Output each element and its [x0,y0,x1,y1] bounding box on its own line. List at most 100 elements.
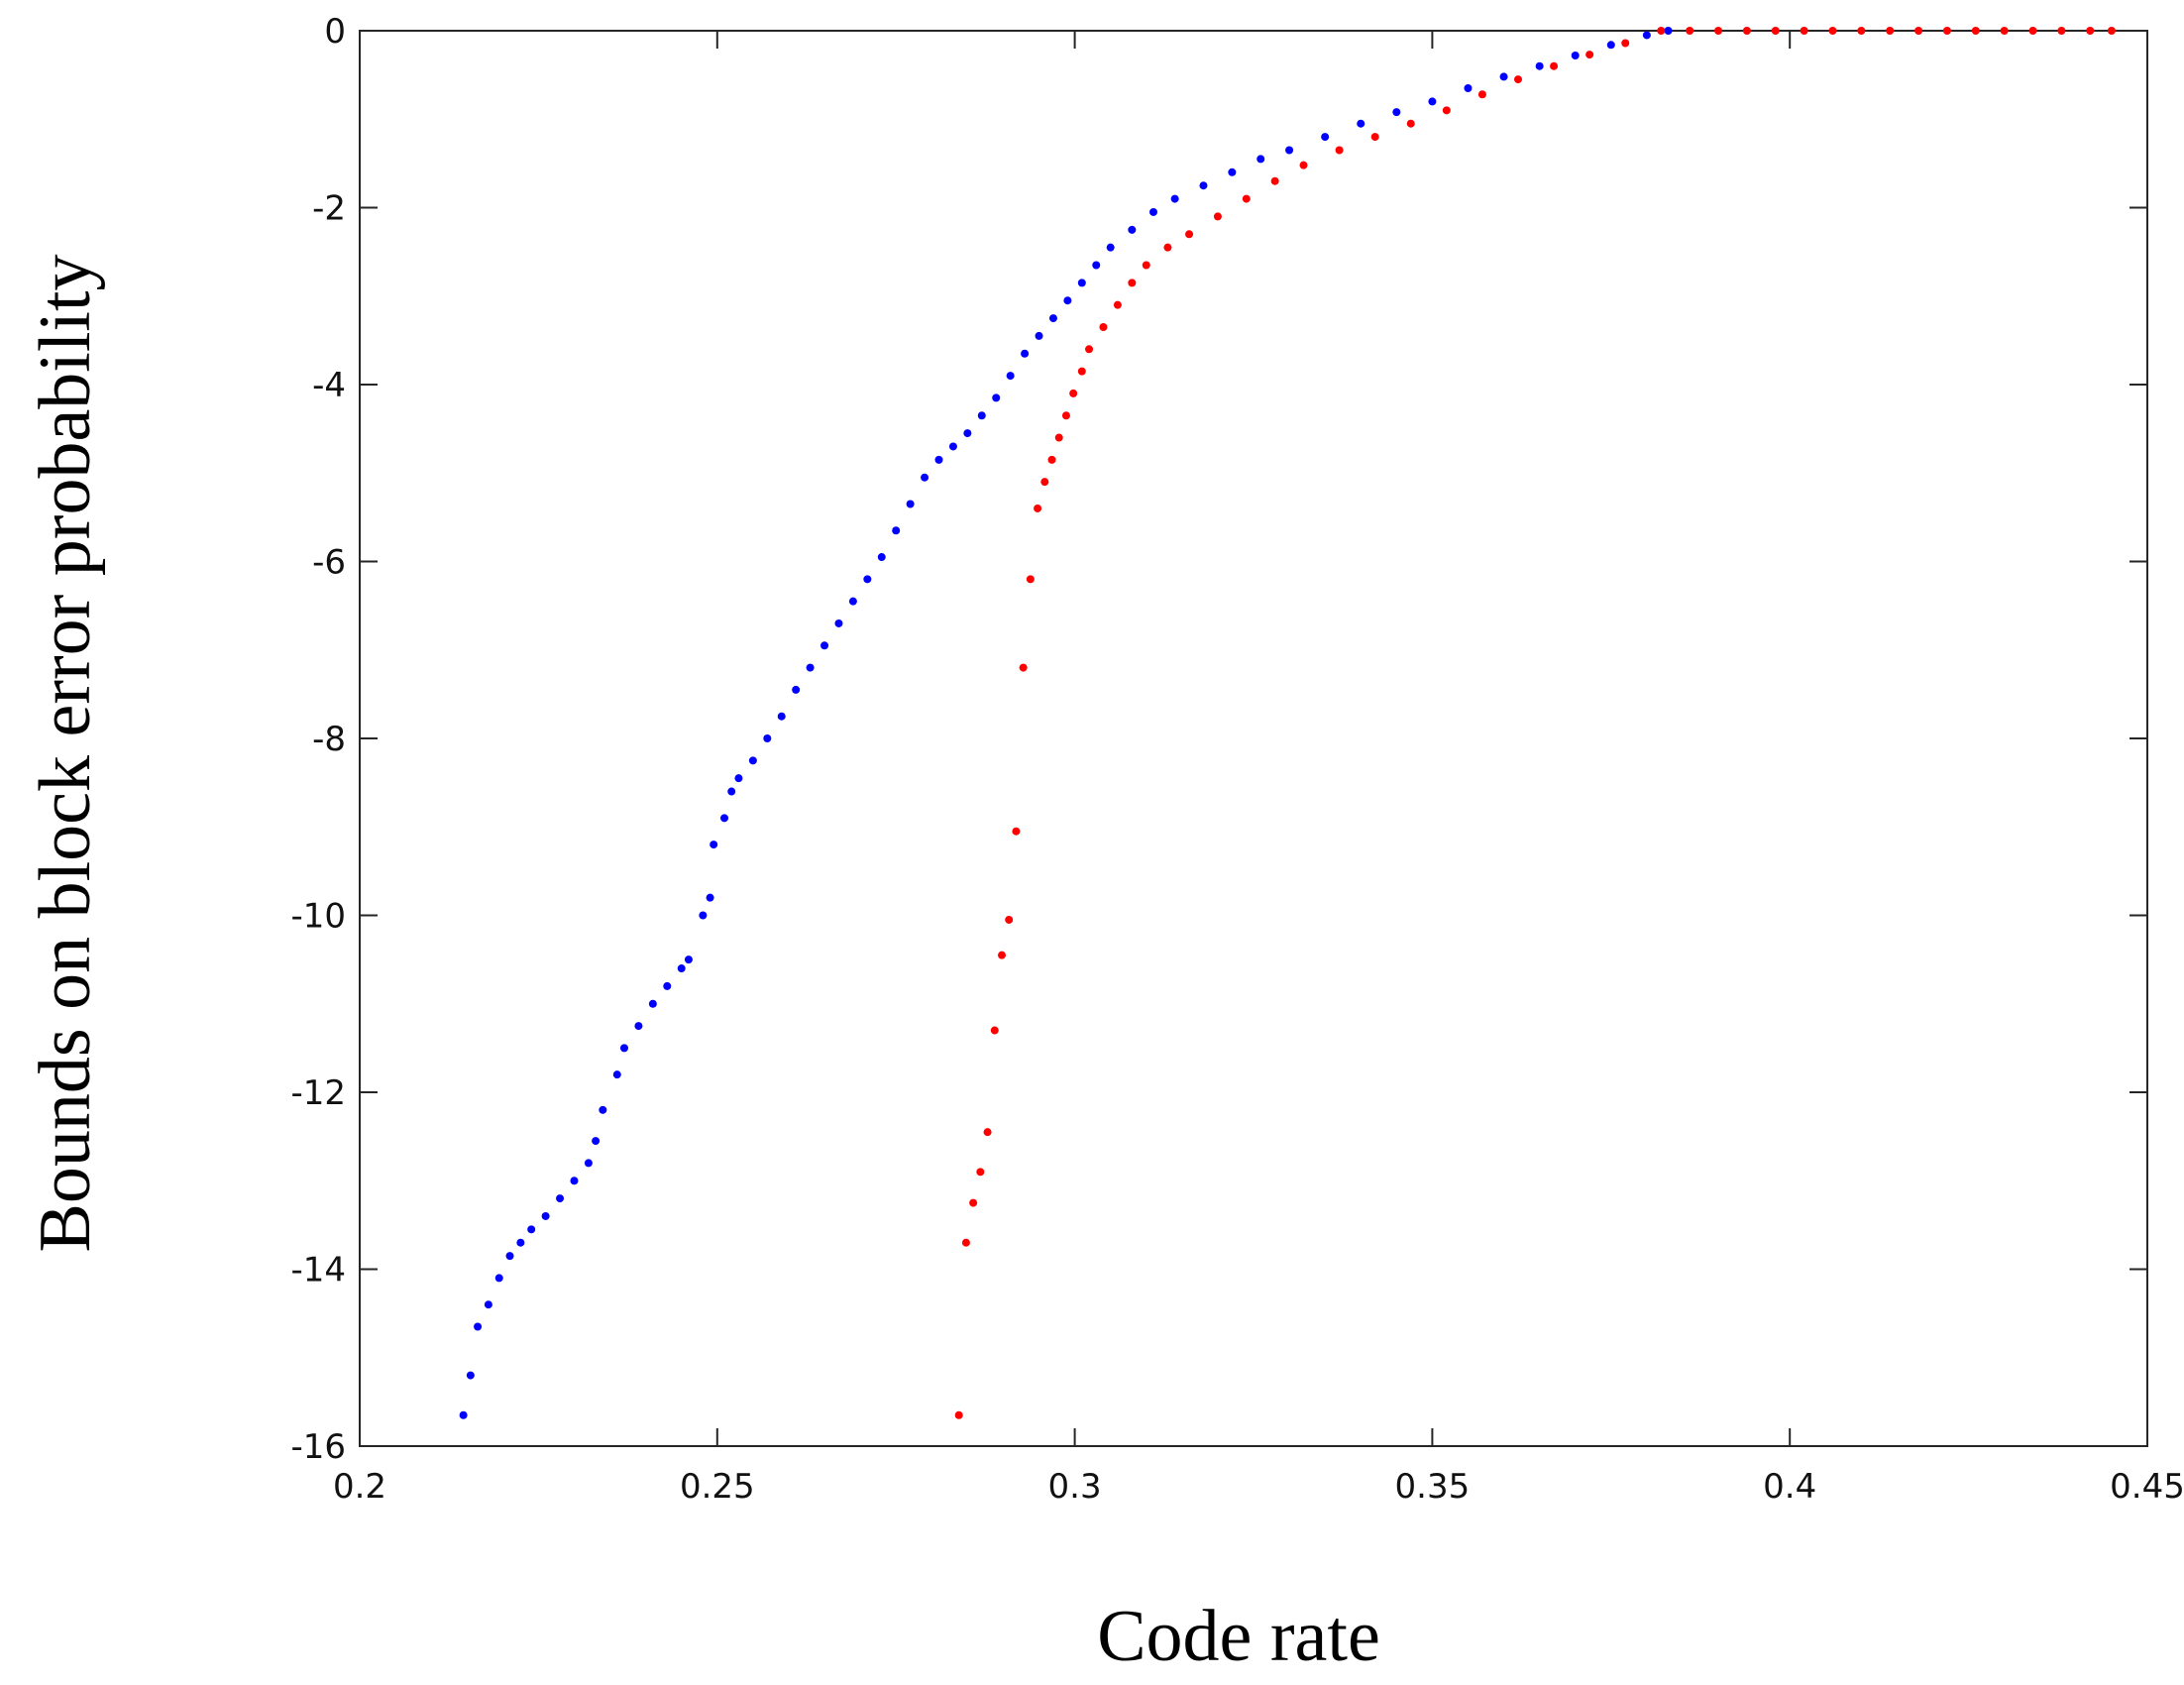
point [484,1300,492,1309]
point [1061,411,1070,420]
point [1242,194,1251,203]
point [1270,176,1279,185]
point [1077,279,1086,287]
point [777,712,786,721]
point [2057,27,2066,35]
point [1199,181,1208,190]
x-axis-label: Code rate [1097,1596,1380,1677]
point [1012,827,1021,836]
point [954,1410,963,1419]
point [1285,146,1294,155]
point [1077,367,1086,376]
point [677,964,686,973]
point [1021,349,1030,358]
point [1035,331,1043,340]
point [619,1044,628,1053]
point [977,411,986,420]
point [720,814,729,823]
point [706,893,714,902]
point [1914,27,1923,35]
point [1857,27,1866,35]
x-tick-label: 0.2 [333,1467,386,1507]
point [1464,84,1473,93]
point [1092,261,1101,270]
point [863,575,872,584]
point [1370,133,1379,142]
point [934,455,943,464]
point [1828,27,1837,35]
point [1185,230,1194,239]
point [992,393,1001,402]
point [1299,161,1308,169]
point [1128,279,1137,287]
x-tick-label: 0.3 [1048,1467,1102,1507]
y-tick-label: -16 [290,1427,346,1467]
point [892,526,901,535]
point [734,774,743,783]
y-tick-label: -8 [312,720,346,759]
y-tick-label: -2 [312,189,346,229]
point [1063,296,1072,305]
point [599,1105,607,1114]
point [1442,106,1451,115]
point [1428,97,1437,106]
y-tick-label: -12 [290,1073,346,1113]
point [1213,212,1222,221]
point [516,1238,525,1247]
point [1742,27,1751,35]
x-tick-label: 0.25 [680,1467,755,1507]
point [1406,119,1415,128]
point [2107,27,2116,35]
point [976,1168,985,1177]
y-tick-label: -4 [312,366,346,405]
y-tick-label: -14 [290,1251,346,1291]
x-tick-label: 0.4 [1763,1467,1816,1507]
y-tick-label: 0 [324,12,346,52]
axes-box [359,30,2148,1447]
point [1006,372,1015,381]
point [983,1128,992,1137]
point [1571,51,1580,59]
point [466,1371,475,1380]
point [1069,389,1078,397]
point [648,999,657,1008]
point [1128,225,1137,234]
point [1019,663,1028,672]
x-tick-label: 0.35 [1395,1467,1471,1507]
point [806,663,815,672]
point [820,641,829,650]
point [877,553,886,562]
point [2028,27,2037,35]
point [541,1211,550,1220]
point [1477,90,1486,99]
point [1642,31,1651,40]
point [505,1252,514,1261]
point [963,429,972,438]
point [848,597,857,606]
point [1040,478,1049,487]
point [1335,146,1344,155]
point [1392,108,1401,117]
point [1113,300,1122,309]
point [1664,27,1673,35]
point [834,618,843,627]
point [921,473,929,482]
point [584,1159,593,1168]
point [1357,119,1365,128]
point [1047,455,1056,464]
point [556,1194,565,1203]
point [1585,51,1594,59]
point [527,1225,536,1234]
point [997,951,1006,959]
point [710,841,718,849]
x-tick-label: 0.45 [2110,1467,2184,1507]
point [1621,39,1630,48]
point [1499,72,1508,81]
point [1886,27,1895,35]
point [459,1410,468,1419]
point [1228,168,1237,176]
point [1085,345,1094,354]
point [2086,27,2095,35]
point [1099,322,1108,331]
point [1256,155,1265,164]
